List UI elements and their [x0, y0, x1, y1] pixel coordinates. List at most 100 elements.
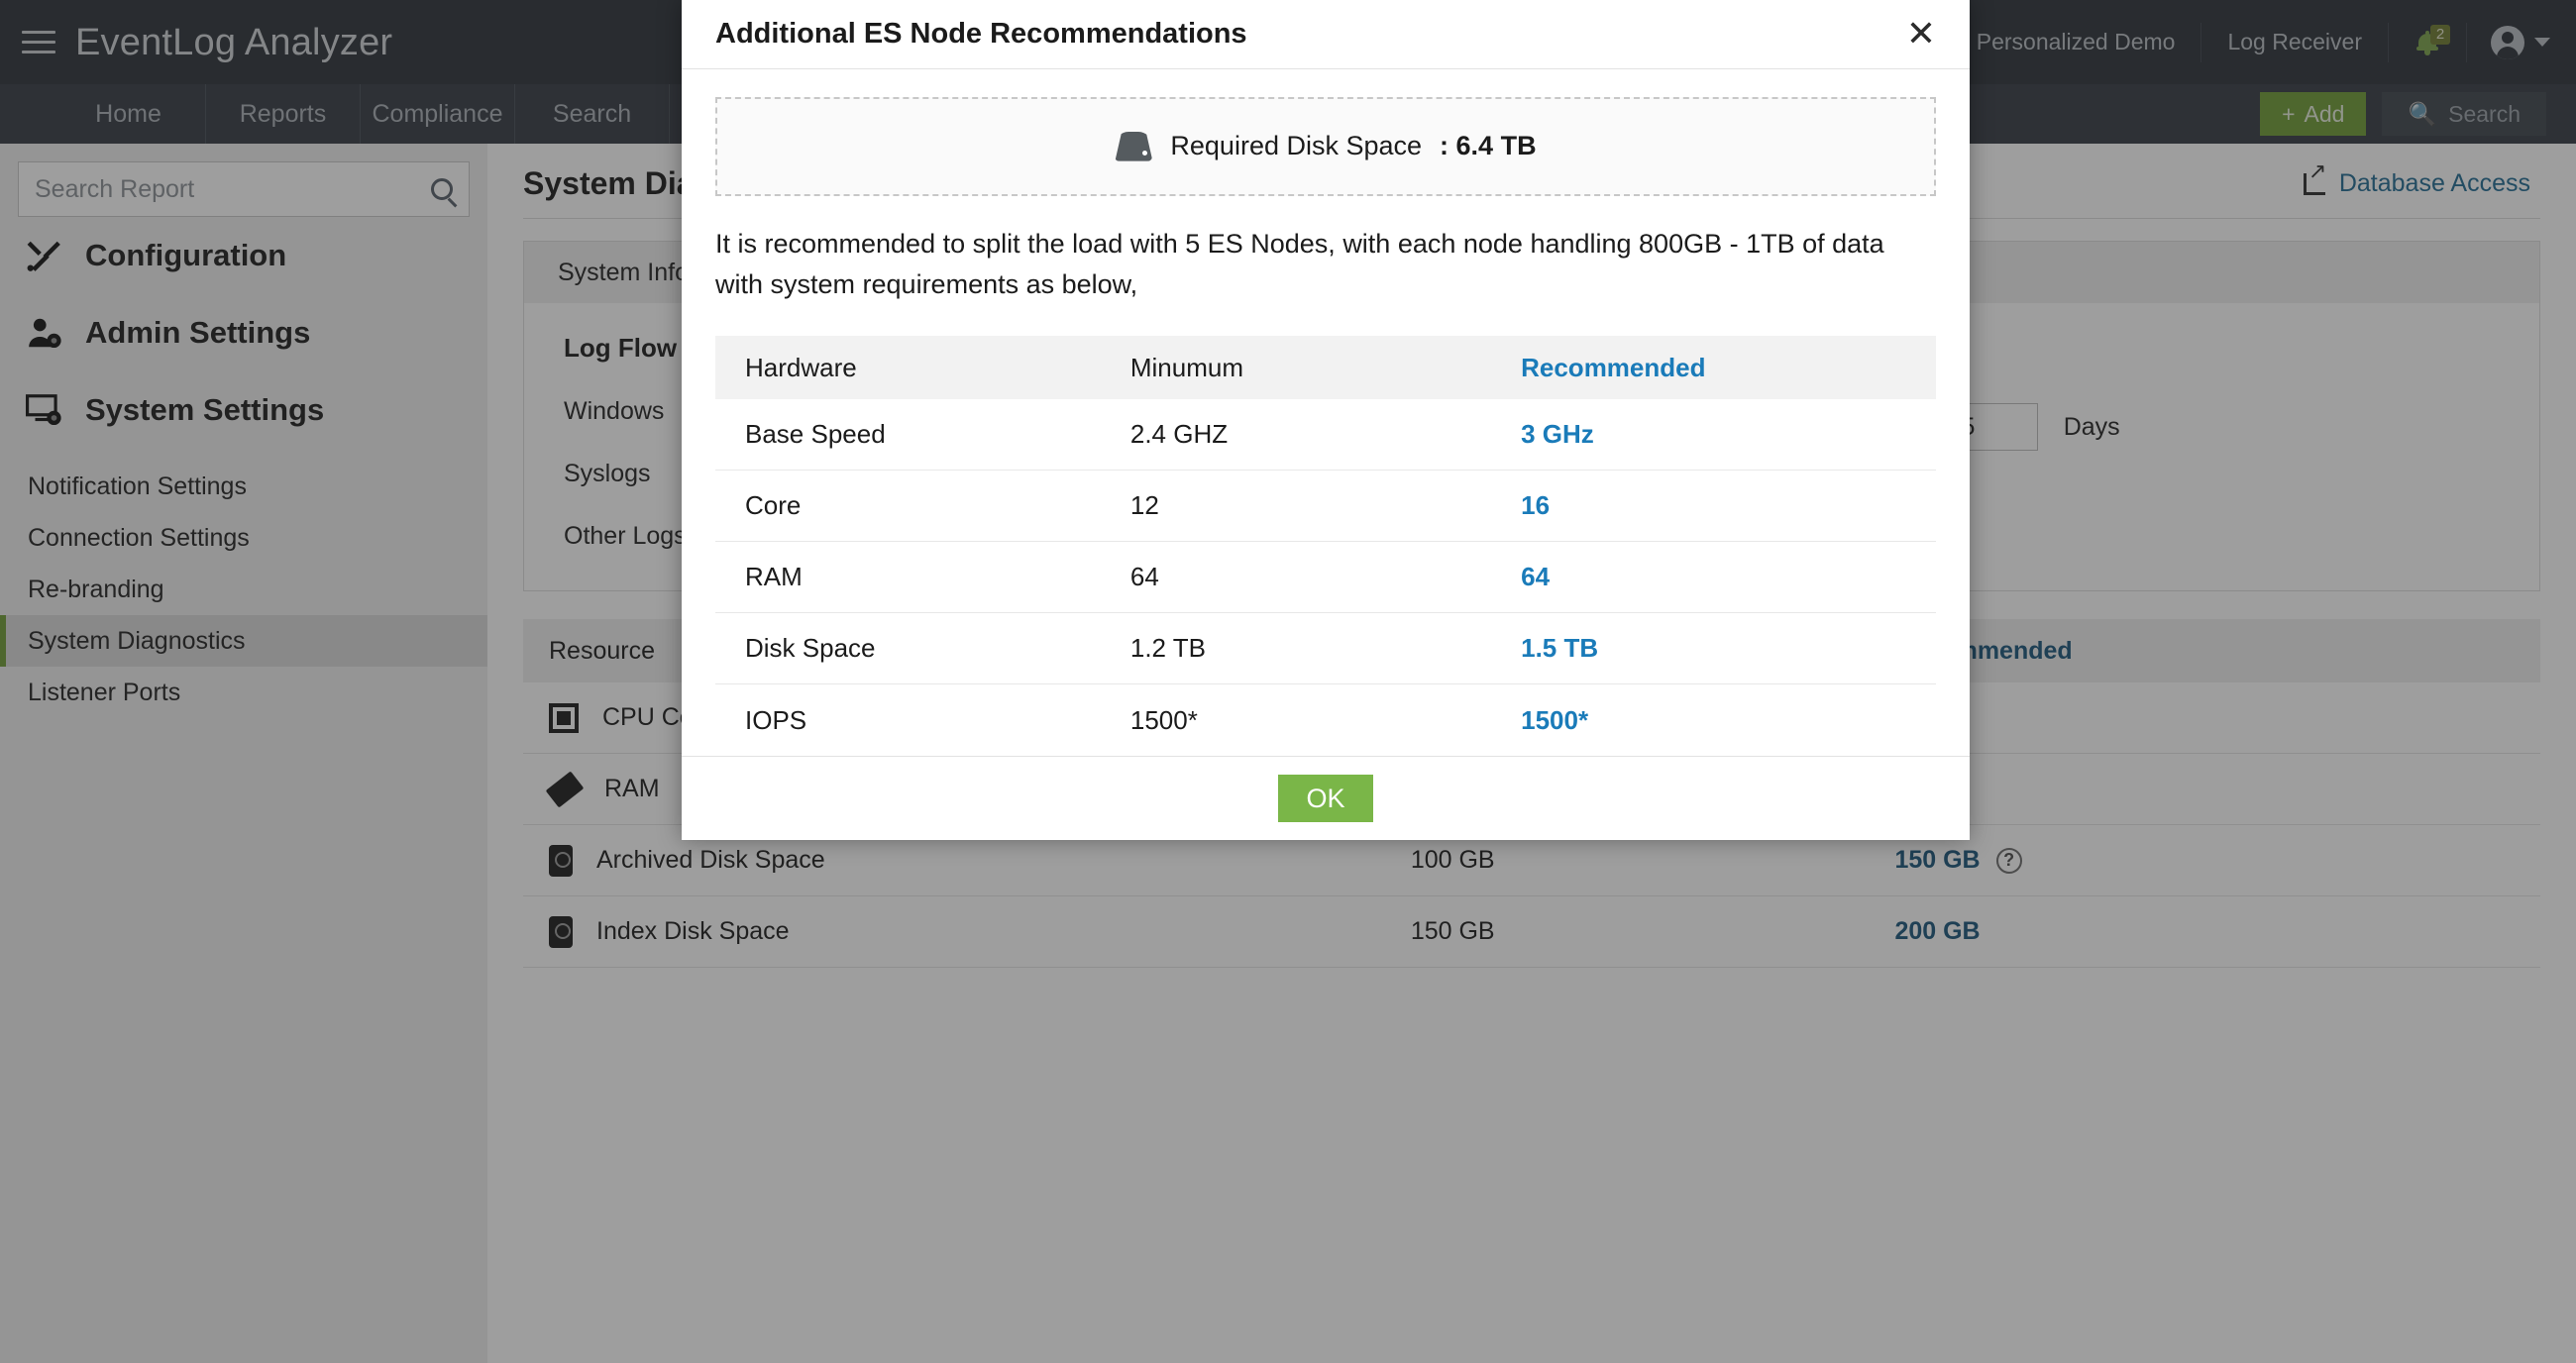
database-access-link[interactable]: Database Access — [2303, 160, 2530, 198]
row-recommended-cell: 200 GB — [1894, 917, 2540, 946]
table-row: Base Speed 2.4 GHZ 3 GHz — [715, 399, 1936, 472]
ok-button[interactable]: OK — [1278, 775, 1373, 823]
nav-tab-home[interactable]: Home — [52, 84, 206, 144]
search-button[interactable]: 🔍 Search — [2382, 92, 2546, 136]
sidebar-label: System Settings — [85, 392, 325, 427]
log-flow-row: Windows — [564, 397, 665, 425]
sidebar-item-system-settings[interactable]: System Settings — [0, 371, 487, 449]
user-gear-icon — [29, 318, 61, 349]
table-row: IOPS 1500* 1500* — [715, 684, 1936, 756]
log-flow-row: Other Logs — [564, 522, 687, 550]
dialog-header: Additional ES Node Recommendations ✕ — [682, 0, 1970, 69]
sidebar-label: Configuration — [85, 238, 287, 272]
hamburger-menu-icon[interactable] — [22, 28, 55, 57]
row-label: Archived Disk Space — [596, 846, 825, 874]
row-name-cell: RAM — [523, 770, 1411, 808]
search-report-placeholder: Search Report — [35, 174, 195, 203]
log-receiver-link[interactable]: Log Receiver — [2201, 22, 2389, 62]
required-disk-space-label: Required Disk Space — [1170, 131, 1423, 161]
recommended-cell: 1500* — [1521, 704, 1589, 735]
dialog-footer: OK — [682, 756, 1970, 840]
recommended-cell: 1.5 TB — [1521, 633, 1599, 664]
row-recommended-value: 200 GB — [1894, 917, 1981, 945]
recommended-cell: 16 — [1521, 490, 1551, 521]
required-disk-space-banner: Required Disk Space : 6.4 TB — [715, 96, 1936, 196]
sidebar-item-re-branding[interactable]: Re-branding — [28, 575, 164, 603]
row-name-cell: Index Disk Space — [523, 915, 1411, 948]
close-icon[interactable]: ✕ — [1905, 13, 1936, 54]
hardware-cell: Disk Space — [745, 633, 876, 664]
hardware-cell: RAM — [745, 562, 803, 592]
sidebar-item-connection-settings[interactable]: Connection Settings — [28, 523, 250, 552]
column-header-minimum: Minumum — [1129, 352, 1244, 382]
tools-icon — [27, 241, 60, 271]
notification-badge: 2 — [2430, 24, 2450, 45]
table-row: Index Disk Space 150 GB 200 GB — [523, 896, 2540, 968]
nav-tab-reports[interactable]: Reports — [206, 84, 361, 144]
external-link-icon — [2303, 160, 2326, 195]
table-header-row: Hardware Minumum Recommended — [715, 336, 1936, 400]
personalized-demo-link[interactable]: Personalized Demo — [1951, 22, 2202, 62]
retention-unit: Days — [2063, 412, 2120, 441]
sidebar-item-notification-settings[interactable]: Notification Settings — [28, 472, 247, 500]
user-menu-button[interactable] — [2467, 25, 2576, 59]
user-avatar-icon — [2491, 25, 2524, 59]
sidebar-item-admin-settings[interactable]: Admin Settings — [0, 294, 487, 371]
top-bar-right: Personalized Demo Log Receiver 2 — [1951, 0, 2576, 84]
row-label: RAM — [604, 775, 660, 802]
notifications-button[interactable]: 2 — [2389, 22, 2467, 62]
monitor-gear-icon — [26, 394, 61, 426]
hardware-cell: Core — [745, 490, 802, 521]
sidebar: Search Report Configuration Admin Settin… — [0, 144, 487, 1363]
minimum-cell: 12 — [1129, 490, 1159, 521]
column-header-resource: Resource — [549, 636, 655, 665]
recommended-cell: 3 GHz — [1521, 419, 1594, 450]
recommended-cell: 64 — [1521, 562, 1551, 592]
row-label: Index Disk Space — [596, 917, 790, 945]
sidebar-item-system-diagnostics[interactable]: System Diagnostics — [0, 615, 487, 667]
magnifier-icon[interactable] — [431, 178, 453, 200]
required-disk-space-value: : 6.4 TB — [1440, 131, 1537, 161]
hardware-requirements-table: Hardware Minumum Recommended Base Speed … — [715, 336, 1936, 756]
nav-actions: + Add 🔍 Search — [2260, 84, 2576, 144]
search-button-label: Search — [2448, 100, 2521, 127]
column-header-recommended: Recommended — [1521, 352, 1706, 382]
log-flow-title: Log Flow — [564, 333, 678, 363]
database-access-label: Database Access — [2338, 169, 2530, 197]
cpu-icon — [549, 702, 579, 733]
row-current-cell: 100 GB — [1410, 846, 1495, 874]
row-recommended-cell: 150 GB ? — [1894, 846, 2540, 875]
minimum-cell: 64 — [1129, 562, 1159, 592]
nav-tab-search[interactable]: Search — [515, 84, 670, 144]
magnifier-icon: 🔍 — [2408, 100, 2437, 127]
table-row: RAM 64 64 — [715, 542, 1936, 614]
hard-drive-icon — [1115, 131, 1153, 161]
sidebar-label: Admin Settings — [85, 315, 311, 350]
row-name-cell: Archived Disk Space — [523, 844, 1411, 877]
sidebar-item-listener-ports[interactable]: Listener Ports — [28, 678, 181, 706]
sidebar-item-configuration[interactable]: Configuration — [0, 217, 487, 294]
brand-text: EventLog Analyzer — [75, 21, 393, 63]
column-header-hardware: Hardware — [745, 352, 857, 382]
dialog-title: Additional ES Node Recommendations — [715, 17, 1247, 50]
nav-tab-compliance[interactable]: Compliance — [361, 84, 515, 144]
row-recommended-value: 150 GB — [1894, 846, 1981, 874]
add-button[interactable]: + Add — [2260, 92, 2367, 136]
plus-icon: + — [2282, 100, 2296, 127]
row-current-cell: 150 GB — [1410, 917, 1495, 945]
table-row: Core 12 16 — [715, 471, 1936, 543]
dialog-body: Required Disk Space : 6.4 TB It is recom… — [682, 69, 1970, 757]
app-brand: EventLog Analyzer — [75, 21, 434, 64]
minimum-cell: 1500* — [1129, 704, 1198, 735]
add-button-label: Add — [2304, 100, 2345, 127]
log-flow-section: Log Flow Windows Syslogs Other Logs — [564, 333, 1570, 551]
question-mark-icon[interactable]: ? — [1995, 847, 2022, 874]
minimum-cell: 2.4 GHZ — [1129, 419, 1229, 450]
hardware-cell: IOPS — [745, 704, 807, 735]
search-report-input[interactable]: Search Report — [18, 161, 470, 217]
chevron-down-icon — [2534, 38, 2550, 47]
dialog-description: It is recommended to split the load with… — [715, 228, 1884, 300]
minimum-cell: 1.2 TB — [1129, 633, 1206, 664]
bell-icon: 2 — [2416, 24, 2450, 55]
